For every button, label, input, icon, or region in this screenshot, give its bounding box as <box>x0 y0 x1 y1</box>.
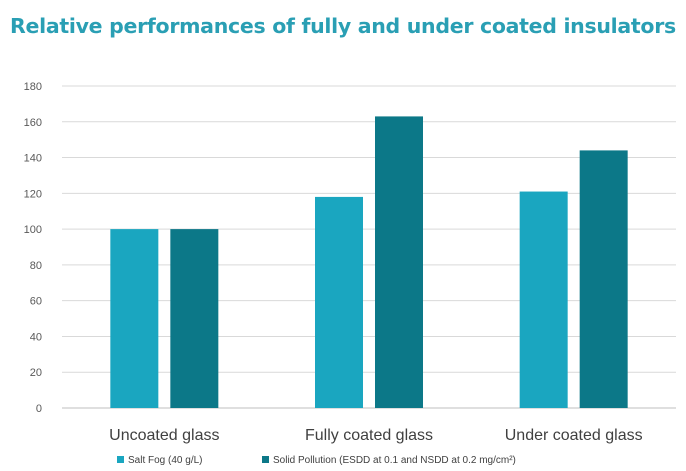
chart-title: Relative performances of fully and under… <box>10 14 676 38</box>
legend-swatch <box>262 456 269 463</box>
y-tick-label: 80 <box>30 260 42 272</box>
bar-salt-fog <box>315 196 363 408</box>
legend-label: Salt Fog (40 g/L) <box>128 455 202 466</box>
y-tick-label: 0 <box>36 403 42 415</box>
bar-solid-pollution <box>170 229 219 408</box>
bar-solid-pollution <box>579 150 628 408</box>
y-tick-label: 40 <box>30 331 42 343</box>
y-tick-label: 60 <box>30 296 42 308</box>
y-tick-label: 120 <box>24 188 42 200</box>
legend-label: Solid Pollution (ESDD at 0.1 and NSDD at… <box>273 455 516 466</box>
y-tick-label: 160 <box>24 117 42 129</box>
y-tick-label: 100 <box>24 224 42 236</box>
bar-salt-fog <box>110 229 159 408</box>
y-tick-label: 20 <box>30 367 42 379</box>
y-tick-label: 180 <box>24 81 42 93</box>
y-tick-label: 140 <box>24 153 42 165</box>
bar-solid-pollution <box>375 116 423 409</box>
x-category-label: Under coated glass <box>505 427 643 444</box>
legend-swatch <box>117 456 124 463</box>
bar-salt-fog <box>519 191 568 408</box>
x-category-label: Fully coated glass <box>305 427 433 444</box>
x-category-label: Uncoated glass <box>109 427 219 444</box>
